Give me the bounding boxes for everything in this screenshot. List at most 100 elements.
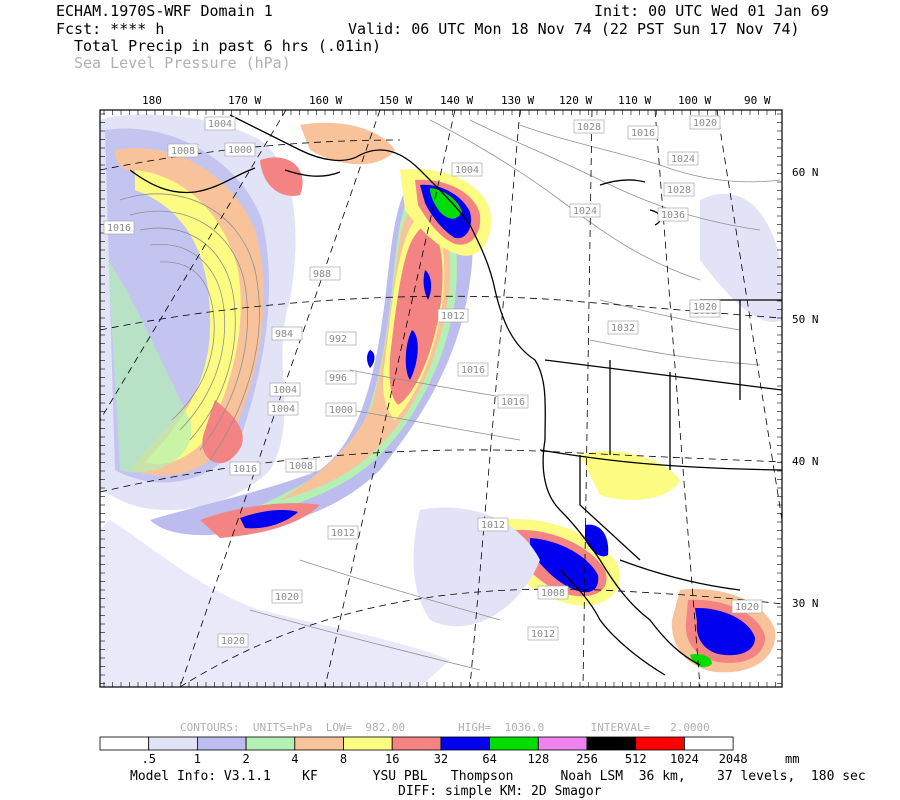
svg-text:1024: 1024: [671, 154, 695, 165]
map-field: [100, 110, 782, 687]
pressure-label: 1024: [667, 151, 699, 166]
pressure-label: 1004: [269, 382, 301, 397]
svg-text:1020: 1020: [735, 602, 759, 613]
svg-text:1004: 1004: [273, 385, 297, 396]
pressure-label: 1000: [224, 142, 256, 157]
svg-text:1028: 1028: [667, 185, 691, 196]
lon-label: 90 W: [744, 94, 771, 107]
legend-swatch: [684, 736, 734, 751]
legend-swatch: [294, 736, 344, 751]
pressure-label: 1036: [657, 207, 689, 222]
pressure-label: 1028: [663, 182, 695, 197]
lon-label: 100 W: [678, 94, 711, 107]
legend-label: 1: [193, 752, 202, 766]
lat-label: 60 N: [792, 166, 819, 179]
legend-label: 256: [576, 752, 598, 766]
pressure-label: 1000: [325, 402, 357, 417]
model-info: Model Info: V3.1.1 KF YSU PBL Thompson N…: [130, 769, 866, 784]
legend-swatch: [99, 736, 150, 751]
lat-label: 40 N: [792, 455, 819, 468]
pressure-label: 988: [309, 266, 341, 281]
map-frame: [99, 109, 783, 688]
svg-text:1008: 1008: [289, 461, 313, 472]
pressure-label: 1012: [477, 517, 509, 532]
svg-text:1004: 1004: [271, 404, 295, 415]
legend-label: .5: [141, 752, 156, 766]
lon-label: 110 W: [618, 94, 651, 107]
legend-label: 512: [624, 752, 647, 766]
svg-text:1012: 1012: [441, 311, 465, 322]
pressure-label: 1012: [437, 308, 469, 323]
pressure-label: 996: [325, 370, 357, 385]
lon-label: 180: [142, 94, 162, 107]
legend-swatch: [635, 736, 685, 751]
svg-text:1028: 1028: [577, 122, 601, 133]
svg-text:1024: 1024: [573, 206, 597, 217]
legend-unit: mm: [785, 752, 800, 766]
lat-labels: 60 N 50 N 40 N 30 N: [792, 166, 819, 610]
legend-label: 16: [385, 752, 400, 766]
pressure-label: 1008: [167, 143, 199, 158]
legend-swatch: [489, 736, 539, 751]
legend-label: 4: [291, 752, 299, 766]
legend-swatch: [537, 736, 588, 751]
legend-label: 1024: [670, 752, 699, 766]
pressure-label: 1008: [285, 458, 317, 473]
svg-text:1016: 1016: [461, 365, 485, 376]
legend-swatch: [391, 736, 442, 751]
svg-text:1008: 1008: [171, 146, 195, 157]
svg-text:1016: 1016: [501, 397, 525, 408]
field-slp-title: Sea Level Pressure (hPa): [74, 54, 291, 72]
contour-info: CONTOURS: UNITS=hPa LOW= 982.00 HIGH= 10…: [180, 721, 710, 734]
pressure-label: 1016: [497, 394, 529, 409]
pressure-label: 1004: [451, 162, 483, 177]
lon-labels: 180 170 W 160 W 150 W 140 W 130 W 120 W …: [142, 94, 771, 107]
svg-text:1004: 1004: [455, 165, 479, 176]
pressure-label: 1016: [457, 362, 489, 377]
svg-text:1004: 1004: [208, 119, 232, 130]
legend-label: 32: [433, 752, 449, 766]
coastlines: [129, 114, 782, 676]
pressure-label: 1004: [267, 401, 299, 416]
forecast-hour: Fcst: **** h: [56, 20, 165, 38]
lon-label: 120 W: [559, 94, 592, 107]
svg-text:1000: 1000: [329, 405, 353, 416]
svg-text:988: 988: [313, 269, 331, 280]
pressure-label: 1016: [627, 125, 659, 140]
legend-swatch: [440, 736, 490, 751]
pressure-label: 1020: [689, 115, 721, 130]
pressure-label: 992: [325, 331, 357, 346]
pressure-labels: 1004 1008 1000 1016 1004 1016 1020 1024 …: [103, 115, 763, 648]
pressure-label: 1032: [607, 320, 639, 335]
pressure-label: 1020: [689, 299, 721, 314]
field-precip-title: Total Precip in past 6 hrs (.01in): [74, 37, 382, 55]
svg-text:1008: 1008: [541, 588, 565, 599]
svg-text:984: 984: [275, 329, 293, 340]
svg-text:1020: 1020: [693, 118, 717, 129]
init-time: Init: 00 UTC Wed 01 Jan 69: [594, 2, 829, 20]
svg-text:1016: 1016: [107, 223, 131, 234]
model-title: ECHAM.1970S-WRF Domain 1: [56, 2, 273, 20]
svg-text:1020: 1020: [275, 592, 299, 603]
svg-text:1020: 1020: [693, 302, 717, 313]
legend-swatch: [245, 736, 296, 751]
pressure-label: 984: [271, 326, 303, 341]
pressure-label: 1016: [103, 220, 135, 235]
lon-label: 170 W: [228, 94, 261, 107]
lon-label: 140 W: [440, 94, 473, 107]
pressure-label: 1024: [569, 203, 601, 218]
legend-label: 2: [242, 752, 250, 766]
svg-text:992: 992: [329, 334, 347, 345]
valid-time: Valid: 06 UTC Mon 18 Nov 74 (22 PST Sun …: [348, 20, 800, 38]
legend-label: 64: [482, 752, 497, 766]
diff-info: DIFF: simple KM: 2D Smagor: [398, 784, 602, 799]
lon-label: 160 W: [309, 94, 342, 107]
legend-label: 2048: [718, 752, 748, 766]
pressure-label: 1020: [731, 599, 763, 614]
pressure-label: 1028: [573, 119, 605, 134]
svg-text:1016: 1016: [233, 464, 257, 475]
pressure-label: 1012: [327, 525, 359, 540]
legend-swatch: [196, 736, 247, 751]
svg-text:1036: 1036: [661, 210, 685, 221]
lon-label: 150 W: [379, 94, 412, 107]
